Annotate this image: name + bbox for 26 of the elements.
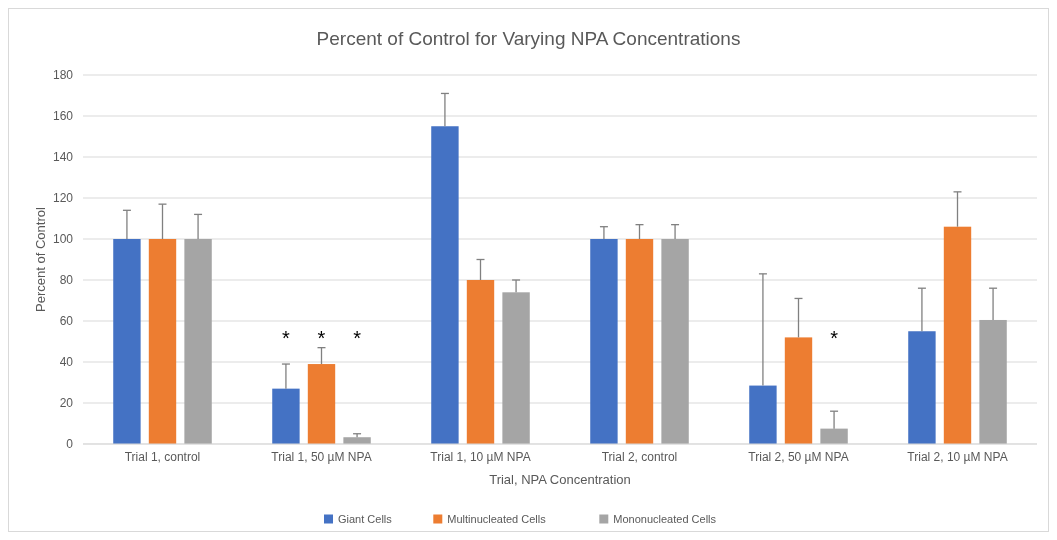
- x-tick-label: Trial 2, control: [601, 450, 678, 464]
- y-tick-label: 120: [52, 191, 74, 206]
- y-tick-label: 160: [52, 109, 74, 124]
- annotation: *: [353, 327, 362, 350]
- y-tick-label: 0: [66, 437, 74, 452]
- y-tick-label: 20: [59, 396, 74, 411]
- y-tick-label: 60: [59, 314, 74, 329]
- legend-label: Multinucleated Cells: [447, 512, 547, 525]
- y-axis-title: Percent of Control: [33, 207, 48, 312]
- x-axis-title: Trial, NPA Concentration: [489, 472, 631, 487]
- y-tick-label: 40: [59, 355, 74, 370]
- x-tick-label: Trial 1, 10 µM NPA: [430, 450, 531, 464]
- annotation: *: [282, 327, 291, 350]
- legend-label: Mononucleated Cells: [613, 512, 717, 525]
- x-tick-label: Trial 2, 10 µM NPA: [907, 450, 1008, 464]
- y-tick-label: 100: [52, 232, 74, 247]
- x-tick-label: Trial 2, 50 µM NPA: [748, 450, 849, 464]
- x-tick-label: Trial 1, 50 µM NPA: [271, 450, 372, 464]
- annotation: *: [317, 327, 326, 350]
- legend-label: Giant Cells: [338, 512, 393, 525]
- y-tick-label: 140: [52, 150, 74, 165]
- annotation: *: [830, 327, 839, 350]
- x-tick-label: Trial 1, control: [124, 450, 201, 464]
- chart-title: Percent of Control for Varying NPA Concentrations: [316, 28, 741, 49]
- y-tick-label: 180: [52, 68, 74, 83]
- y-tick-label: 80: [59, 273, 74, 288]
